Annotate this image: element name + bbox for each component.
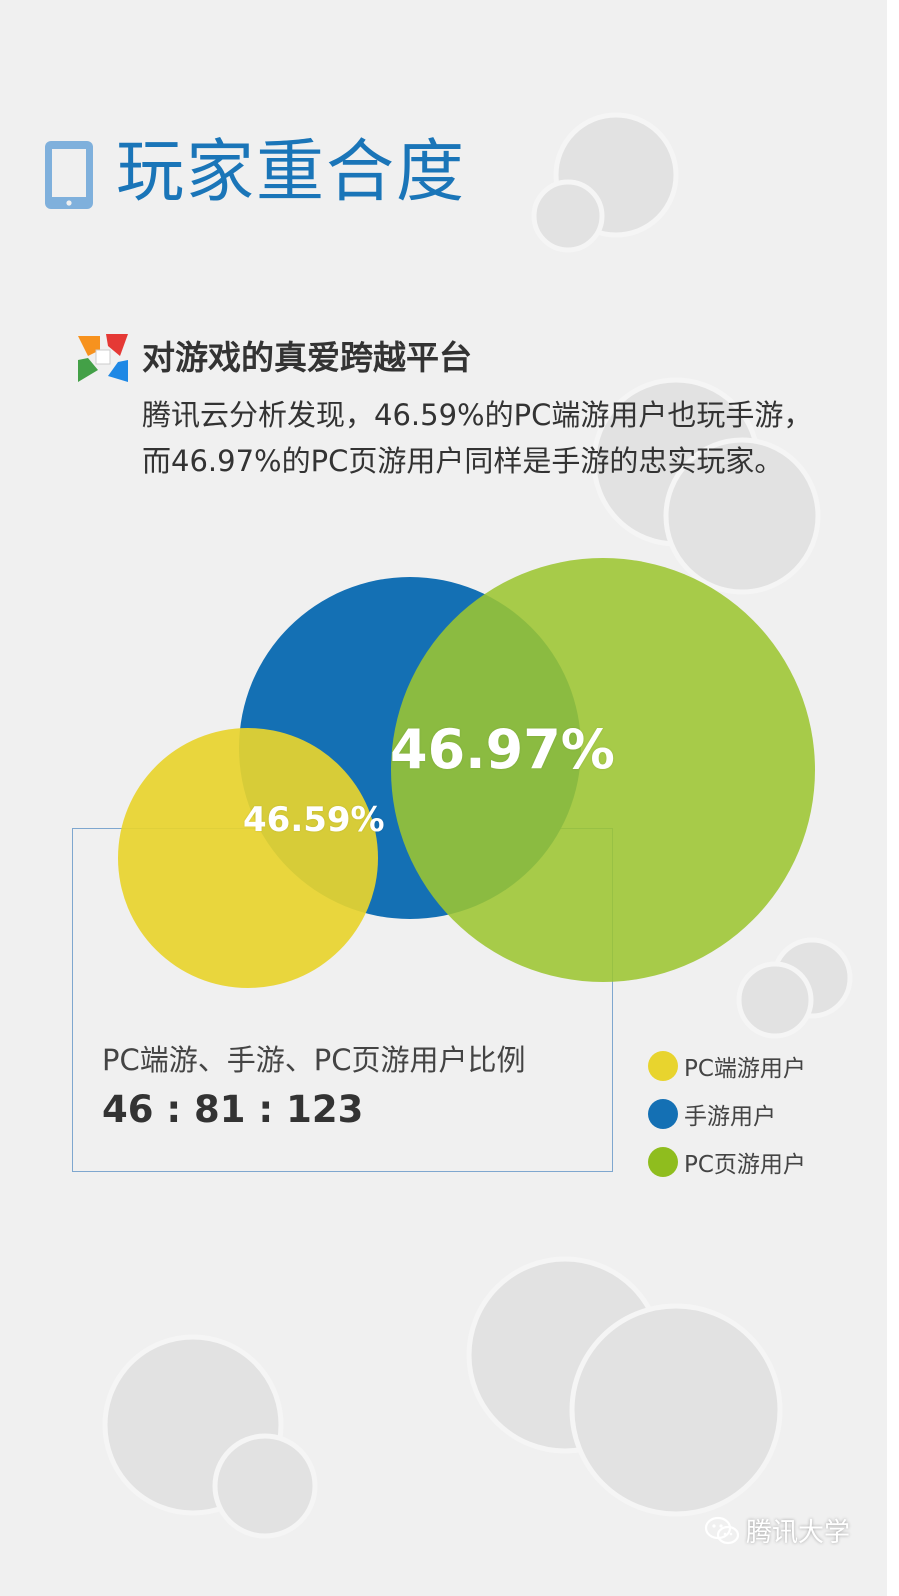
page-title: 玩家重合度 [116, 133, 467, 212]
decor-circle [569, 1303, 783, 1517]
overlap-label-mobile-web: 46.97% [390, 718, 615, 781]
decor-circle [663, 437, 821, 595]
legend-item: PC端游用户 [648, 1042, 806, 1090]
footer-watermark: 腾讯大学 [704, 1512, 850, 1549]
decor-circle [736, 961, 814, 1039]
decor-circle [212, 1433, 318, 1539]
ratio-value: 46 : 81 : 123 [102, 1088, 364, 1131]
venn-circle-pc-web [391, 558, 815, 982]
legend-item: 手游用户 [648, 1090, 806, 1138]
ratio-label: PC端游、手游、PC页游用户比例 [102, 1043, 526, 1077]
footer-text: 腾讯大学 [746, 1518, 851, 1548]
legend-item: PC页游用户 [648, 1138, 806, 1186]
section-body: 腾讯云分析发现，46.59%的PC端游用户也玩手游，而46.97%的PC页游用户… [142, 398, 813, 478]
wechat-icon [704, 1516, 740, 1544]
legend-label: 手游用户 [684, 1104, 776, 1130]
venn-circle-pc-client [118, 728, 378, 988]
legend-label: PC页游用户 [684, 1152, 806, 1178]
pinwheel-logo-icon [78, 334, 128, 382]
legend-label: PC端游用户 [684, 1056, 806, 1082]
legend-dot [648, 1051, 678, 1081]
page-edge [887, 0, 899, 1596]
legend-dot [648, 1099, 678, 1129]
legend: PC端游用户 手游用户 PC页游用户 [648, 1042, 806, 1186]
overlap-label-client-mobile: 46.59% [243, 800, 385, 840]
section-heading: 对游戏的真爱跨越平台 [142, 338, 472, 377]
decor-circle [531, 179, 605, 253]
legend-dot [648, 1147, 678, 1177]
tablet-icon [45, 141, 93, 209]
